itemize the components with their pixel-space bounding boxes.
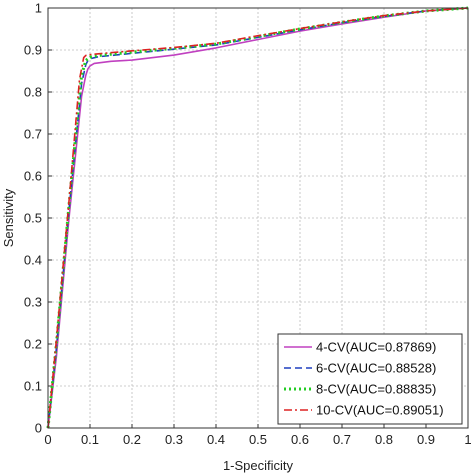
y-tick-label: 0.7 [24,127,42,142]
x-tick-label: 0.3 [165,432,183,447]
x-tick-label: 0.8 [375,432,393,447]
y-tick-label: 0 [35,421,42,436]
y-tick-label: 0.9 [24,43,42,58]
legend: 4-CV(AUC=0.87869) 6-CV(AUC=0.88528) 8-CV(A… [277,333,463,425]
legend-label-1: 4-CV(AUC=0.87869) [316,340,436,355]
y-axis-label: Sensitivity [1,188,16,247]
x-tick-label: 0.1 [81,432,99,447]
x-tick-label: 0.5 [249,432,267,447]
y-tick-label: 0.4 [24,253,42,268]
x-tick-label: 0.2 [123,432,141,447]
y-tick-label: 0.8 [24,85,42,100]
y-tick-label: 1 [35,1,42,16]
series-line-4 [47,7,469,429]
y-tick-label: 0.3 [24,295,42,310]
legend-label-3: 8-CV(AUC=0.88835) [316,382,436,397]
series-line-3 [46,6,469,429]
y-tick-labels: 0 0.1 0.2 0.3 0.4 0.5 0.6 0.7 0.8 0.9 1 [24,1,42,436]
x-tick-label: 0.7 [333,432,351,447]
x-tick-label: 0.9 [417,432,435,447]
legend-label-2: 6-CV(AUC=0.88528) [316,361,436,376]
x-tick-label: 0.4 [207,432,225,447]
series-layer [46,6,469,429]
series-line-1 [47,7,469,429]
series-line-2 [47,7,469,429]
x-tick-label: 0 [44,432,51,447]
plot-frame [47,7,469,429]
x-axis-label: 1-Specificity [223,458,294,473]
legend-label-4: 10-CV(AUC=0.89051) [316,403,444,418]
y-tick-label: 0.1 [24,379,42,394]
y-tick-label: 0.5 [24,211,42,226]
legend-box [277,333,463,425]
y-tick-label: 0.2 [24,337,42,352]
x-tick-label: 0.6 [291,432,309,447]
y-tick-label: 0.6 [24,169,42,184]
x-tick-label: 1 [464,432,471,447]
x-tick-labels: 0 0.1 0.2 0.3 0.4 0.5 0.6 0.7 0.8 0.9 1 [44,432,471,447]
